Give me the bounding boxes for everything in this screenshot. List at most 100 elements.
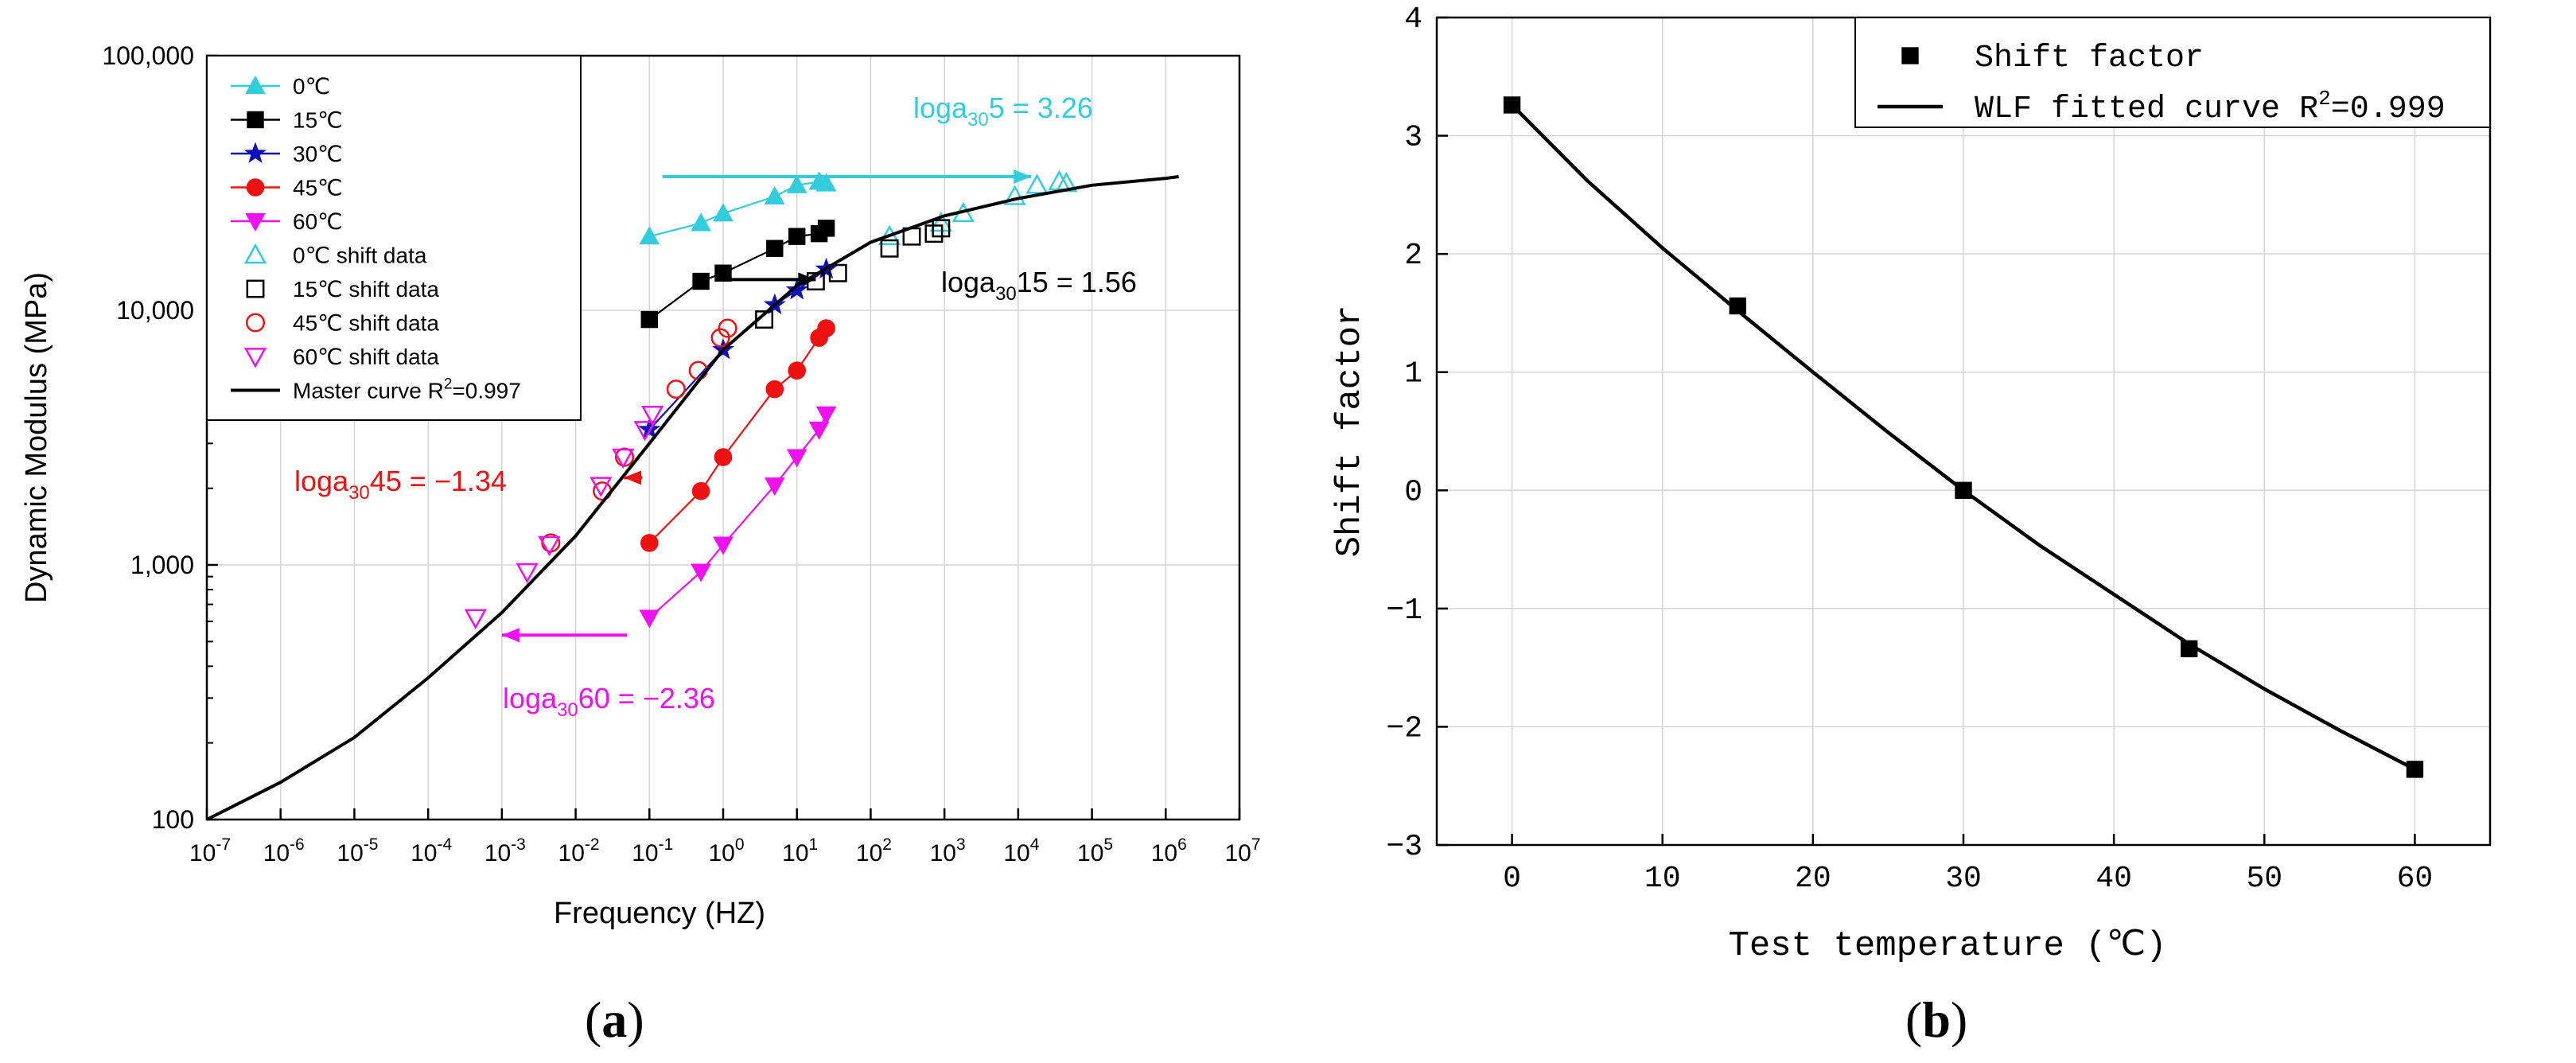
annotation-a60: loga3060 = −2.36: [501, 628, 715, 721]
point-s0: [691, 212, 711, 232]
legend-box-a: [206, 55, 582, 421]
y-tick-label: 4: [1404, 2, 1422, 37]
point-s60s: [590, 477, 613, 497]
legend-marker: [245, 212, 266, 232]
legend-marker: [246, 178, 265, 197]
x-tick-label: 40: [2095, 862, 2132, 896]
series-s60: [639, 406, 837, 629]
point-s60: [691, 563, 711, 582]
legend-label: 0℃: [293, 74, 330, 99]
x-tick-label: 107: [1224, 835, 1260, 866]
point-s0s: [1003, 185, 1026, 205]
series-master: [206, 175, 1179, 821]
annotation-arrow-head: [1014, 169, 1032, 184]
point-s60: [815, 406, 837, 425]
annotation-a45: loga3045 = −1.34: [294, 465, 643, 504]
point-s60s: [612, 448, 635, 469]
x-tick-label: 106: [1151, 835, 1187, 866]
x-tick-label: 10-5: [337, 835, 378, 866]
point-s15: [714, 264, 732, 282]
y-tick-label: 100,000: [102, 41, 194, 70]
legend-marker: [243, 243, 267, 264]
point-s15: [788, 228, 806, 245]
legend-label: Master curve R2=0.997: [293, 376, 521, 403]
point-s60: [713, 536, 733, 555]
y-tick-label: 1: [1404, 357, 1422, 391]
point-s0: [713, 203, 733, 222]
x-tick-label: 10-3: [484, 835, 526, 866]
annotation-label: loga305 = 3.26: [913, 92, 1093, 130]
point-s45s: [666, 380, 686, 399]
chart-a: 10-7 10-6 10-5 10-4 10-3 10-2 10-1 100 101 102 103…: [20, 41, 1261, 930]
panel-label-a: (a): [585, 991, 644, 1048]
y-tick-label: 0: [1404, 475, 1422, 509]
grid-b: [1437, 17, 2490, 846]
x-axis-label: Test temperature (℃): [1728, 926, 2166, 966]
point-s30: [638, 418, 661, 439]
point-s45: [714, 448, 733, 466]
y-tick-label: 100: [152, 805, 194, 834]
point-s0s: [1025, 173, 1049, 194]
y-tick-label: −1: [1386, 594, 1422, 628]
point-s60: [786, 449, 807, 468]
series-s0: [639, 171, 837, 245]
legend-marker: [245, 313, 266, 333]
point-s45s: [710, 328, 730, 348]
legend-marker: [1901, 47, 1919, 64]
annotation-a15: loga3015 = 1.56: [731, 266, 1137, 305]
point-s45: [788, 361, 807, 380]
y-tick-label: 3: [1404, 121, 1422, 155]
point-s60s: [464, 609, 487, 630]
legend-label: 60℃ shift data: [293, 345, 439, 369]
x-tick-label: 101: [782, 835, 818, 866]
legend-marker: [247, 111, 264, 129]
x-tick-label: 102: [856, 835, 892, 866]
point-s45s: [718, 318, 737, 338]
legend-label: 45℃: [293, 176, 343, 201]
point-s30: [785, 278, 808, 300]
x-tick-label: 10-1: [632, 835, 673, 866]
series-line-wlf: [1511, 103, 2416, 771]
x-tick-label: 104: [1003, 835, 1039, 866]
point-s0: [639, 226, 660, 245]
point-s15s: [932, 219, 951, 238]
x-tick-label: 60: [2397, 862, 2434, 896]
x-tick-label: 50: [2246, 862, 2282, 896]
point-s0: [764, 185, 785, 205]
y-tick-label: 10,000: [116, 296, 194, 325]
point-s45: [691, 481, 710, 500]
series-wlf: [1511, 103, 2416, 771]
panel-label-b: (b): [1905, 991, 1968, 1048]
point-sf: [2406, 761, 2424, 778]
series-s15: [640, 220, 835, 329]
y-tick-label: 2: [1404, 239, 1422, 273]
legend-label: 15℃ shift data: [293, 277, 439, 302]
point-s15: [640, 310, 658, 329]
x-tick-label: 10-6: [263, 835, 305, 866]
point-s15s: [828, 263, 847, 282]
point-s0: [815, 173, 837, 192]
legend-label: WLF fitted curve R2=0.999: [1975, 87, 2446, 127]
series-s60s: [464, 406, 664, 630]
annotation-label: loga3015 = 1.56: [941, 266, 1137, 305]
point-s15: [817, 220, 835, 237]
x-tick-label: 103: [930, 835, 966, 866]
point-s60: [808, 421, 830, 440]
point-s45: [640, 534, 659, 552]
legend-label: 60℃: [293, 209, 343, 234]
x-tick-label: 100: [708, 835, 744, 866]
legend-b: Shift factor WLF fitted curve R2=0.999: [1854, 17, 2491, 128]
legend-marker: [243, 348, 267, 368]
point-s15s: [880, 239, 899, 258]
legend-marker: [243, 142, 267, 163]
y-axis-label: Dynamic Modulus (MPa): [20, 272, 53, 603]
legend-label: 0℃ shift data: [293, 243, 427, 268]
x-tick-label: 20: [1795, 862, 1831, 896]
point-s15: [766, 239, 784, 257]
annotation-arrow-head: [624, 470, 642, 485]
legend-label: Shift factor: [1975, 41, 2204, 76]
y-axis-label: Shift factor: [1330, 306, 1370, 558]
legend-marker: [245, 75, 266, 95]
ticks-b: [1437, 16, 2416, 847]
